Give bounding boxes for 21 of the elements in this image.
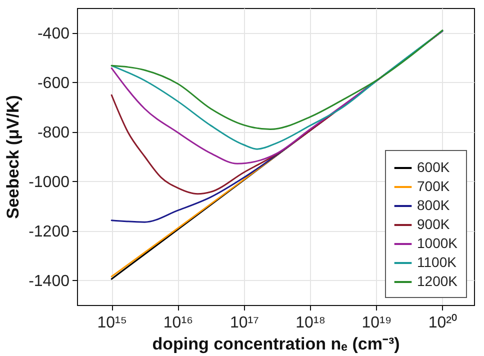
legend-label: 1100K xyxy=(417,254,458,270)
legend-label: 700K xyxy=(417,178,450,194)
x-tick-label: 10¹⁸ xyxy=(296,314,326,332)
y-tick-label: -1200 xyxy=(28,223,70,240)
x-tick-label: 10¹⁹ xyxy=(362,314,392,332)
legend-label: 1000K xyxy=(417,235,458,251)
y-tick-label: -600 xyxy=(37,74,70,92)
x-tick-label: 10¹⁵ xyxy=(97,314,127,332)
y-tick-label: -400 xyxy=(37,25,70,42)
x-tick-label: 10¹⁶ xyxy=(163,314,194,332)
y-tick-label: -800 xyxy=(37,124,70,142)
y-axis-title: Seebeck (μV/K) xyxy=(4,95,23,219)
x-tick-label: 10¹⁷ xyxy=(230,314,260,332)
x-tick-label: 10²⁰ xyxy=(428,314,458,332)
y-tick-label: -1400 xyxy=(28,272,70,290)
legend-label: 900K xyxy=(417,216,450,232)
y-tick-label: -1000 xyxy=(28,174,70,191)
legend-label: 800K xyxy=(417,197,450,213)
legend-label: 1200K xyxy=(417,273,458,289)
legend-label: 600K xyxy=(417,159,450,175)
x-axis-title: doping concentration nₑ (cm⁻³) xyxy=(152,334,400,354)
